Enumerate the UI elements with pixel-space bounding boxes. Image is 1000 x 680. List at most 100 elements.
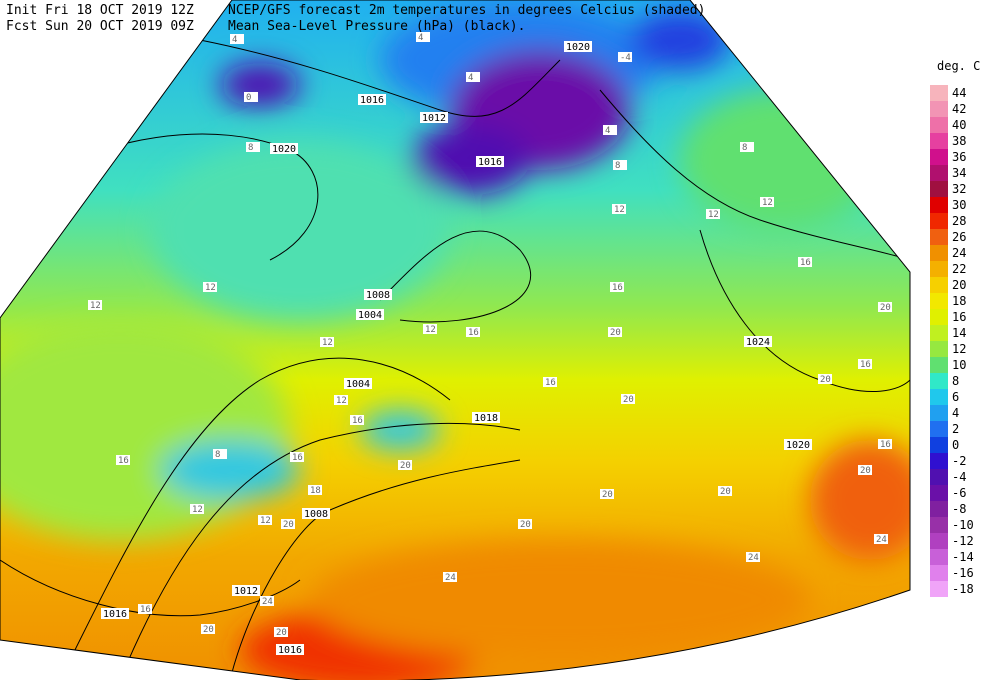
isobar-label: 1008 (366, 290, 390, 301)
temperature-label: 12 (762, 198, 773, 208)
colorbar-label: 38 (952, 134, 966, 148)
colorbar-label: -12 (952, 534, 974, 548)
colorbar-swatch (930, 277, 948, 293)
temperature-label: 16 (352, 416, 363, 426)
colorbar-swatch (930, 181, 948, 197)
temperature-label: 20 (860, 466, 871, 476)
temperature-label: 8 (215, 450, 220, 460)
colorbar-swatch (930, 485, 948, 501)
isobar-label: 1020 (566, 42, 590, 53)
colorbar-label: 40 (952, 118, 966, 132)
colorbar-label: 44 (952, 86, 966, 100)
colorbar-label: 20 (952, 278, 966, 292)
isobar-label: 1008 (304, 509, 328, 520)
colorbar-label: 12 (952, 342, 966, 356)
colorbar-swatch (930, 229, 948, 245)
isobar-label: 1016 (360, 95, 384, 106)
temperature-label-bg (718, 486, 732, 496)
isobar-label-bg (476, 156, 504, 167)
temperature-label-bg (350, 415, 364, 425)
temperature-label: 16 (140, 605, 151, 615)
temperature-label-bg (320, 337, 334, 347)
temperature-label: 20 (820, 375, 831, 385)
colorbar-label: 24 (952, 246, 966, 260)
colorbar-swatch (930, 261, 948, 277)
isobar-label-bg (101, 608, 129, 619)
colorbar-swatch (930, 213, 948, 229)
temperature-label-bg (203, 282, 217, 292)
isobar-label: 1020 (272, 144, 296, 155)
temperature-label: 20 (602, 490, 613, 500)
colorbar-label: -4 (952, 470, 966, 484)
temperature-label: 24 (748, 553, 759, 563)
temperature-label-bg (858, 465, 872, 475)
colorbar-label: 0 (952, 438, 959, 452)
temperature-label: 20 (276, 628, 287, 638)
isobar-label-bg (358, 94, 386, 105)
fcst-text: Fcst Sun 20 OCT 2019 09Z (6, 19, 194, 34)
isobar-label: 1016 (478, 157, 502, 168)
temperature-label-bg (608, 327, 622, 337)
temperature-label-bg (746, 552, 760, 562)
temperature-label-bg (88, 300, 102, 310)
isobar-label-bg (784, 439, 812, 450)
colorbar-label: -2 (952, 454, 966, 468)
colorbar-label: 28 (952, 214, 966, 228)
colorbar-label: 22 (952, 262, 966, 276)
colorbar-swatch (930, 85, 948, 101)
temperature-label: 12 (614, 205, 625, 215)
isobar-label: 1020 (786, 440, 810, 451)
colorbar-label: -6 (952, 486, 966, 500)
temperature-label-bg (138, 604, 152, 614)
colorbar-label: 16 (952, 310, 966, 324)
colorbar-swatch (930, 421, 948, 437)
temperature-label-bg (612, 204, 626, 214)
init-text: Init Fri 18 OCT 2019 12Z (6, 3, 194, 18)
temperature-label: 16 (468, 328, 479, 338)
colorbar-swatch (930, 549, 948, 565)
temperature-label: 16 (118, 456, 129, 466)
colorbar-label: 4 (952, 406, 959, 420)
isobar-label-bg (356, 309, 384, 320)
temperature-label-bg (274, 627, 288, 637)
colorbar-swatch (930, 469, 948, 485)
colorbar-swatch (930, 341, 948, 357)
colorbar-swatch (930, 437, 948, 453)
colorbar-swatch (930, 453, 948, 469)
temperature-label-bg (618, 52, 632, 62)
temperature-label-bg (258, 515, 272, 525)
temperature-label-bg (398, 460, 412, 470)
temperature-label-bg (798, 257, 812, 267)
colorbar-swatch (930, 357, 948, 373)
colorbar-swatch (930, 373, 948, 389)
colorbar-swatch (930, 101, 948, 117)
temperature-label-bg (610, 282, 624, 292)
colorbar: 4442403836343230282624222018161412108642… (930, 85, 974, 597)
temperature-label: 20 (283, 520, 294, 530)
isobar-label: 1004 (358, 310, 382, 321)
temperature-label-bg (201, 624, 215, 634)
temperature-label: 12 (336, 396, 347, 406)
colorbar-label: 26 (952, 230, 966, 244)
isobar-label-bg (344, 378, 372, 389)
temperature-label: 16 (545, 378, 556, 388)
temperature-label: 8 (615, 161, 620, 171)
colorbar-label: 32 (952, 182, 966, 196)
temperature-label: -4 (620, 53, 631, 63)
temperature-label: 20 (520, 520, 531, 530)
colorbar-label: 14 (952, 326, 966, 340)
temperature-label-bg (518, 519, 532, 529)
isobar-label-bg (364, 289, 392, 300)
colorbar-label: 30 (952, 198, 966, 212)
temperature-label: 4 (232, 35, 237, 45)
colorbar-swatch (930, 293, 948, 309)
temperature-label-bg (874, 534, 888, 544)
colorbar-swatch (930, 149, 948, 165)
temperature-field (0, 0, 910, 680)
colorbar-label: 6 (952, 390, 959, 404)
colorbar-label: -18 (952, 582, 974, 596)
temperature-label: 20 (623, 395, 634, 405)
temperature-label: 24 (262, 597, 273, 607)
isobar-label-bg (276, 644, 304, 655)
